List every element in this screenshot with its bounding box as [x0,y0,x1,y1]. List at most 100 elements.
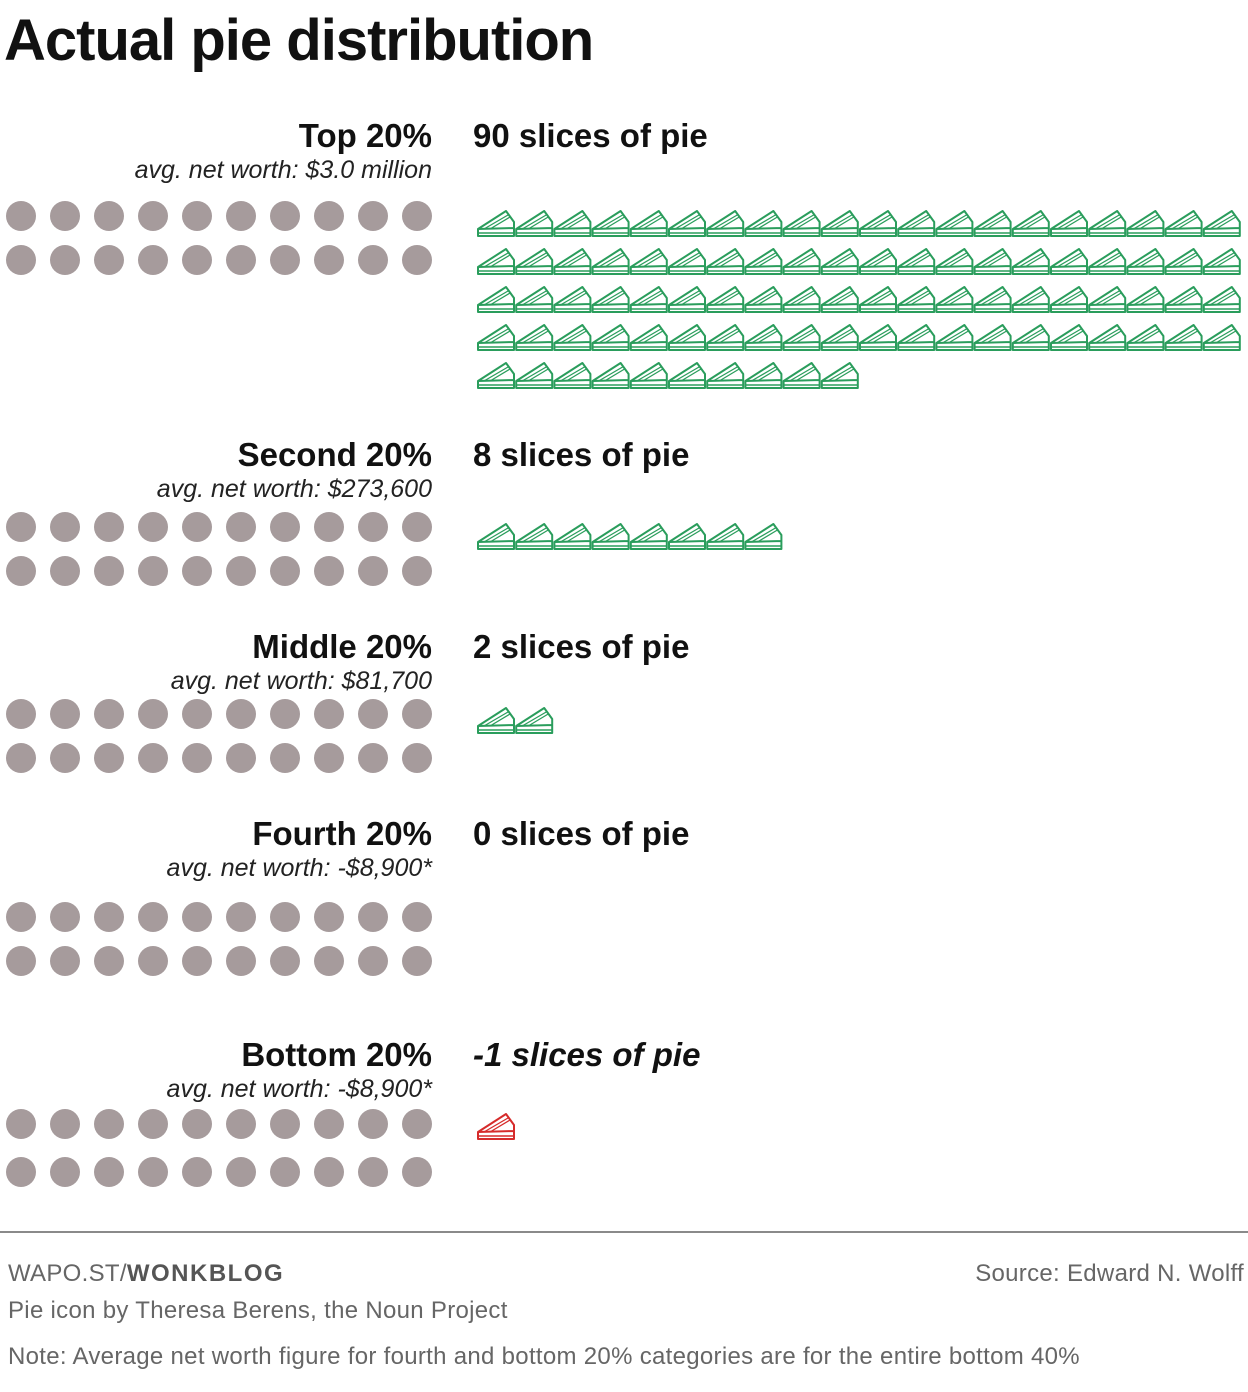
person-dot [226,201,256,231]
pie-slice-icon [477,523,515,550]
pie-slice-icon [782,362,821,389]
pie-slice-icon [591,210,630,237]
pie-slice-grid [477,210,1241,389]
person-dot [50,699,80,729]
person-dot [358,946,388,976]
person-dot [182,946,212,976]
slices-label: 90 slices of pie [473,117,708,154]
pie-slice-icon [553,248,592,275]
person-dot [138,699,168,729]
person-dot [270,699,300,729]
pie-slice-icon [1088,286,1127,313]
person-dot [50,902,80,932]
person-dot [94,556,124,586]
pie-slice-grid [477,1113,515,1140]
pie-slice-icon [668,362,706,389]
slices-label: 8 slices of pie [473,436,690,473]
pie-slice-icon [935,248,974,275]
person-dot [94,245,124,275]
person-dot [270,1109,300,1139]
person-dot [94,699,124,729]
person-dot [94,743,124,773]
person-dot [226,556,256,586]
person-dot [182,512,212,542]
pie-slice-icon [629,362,668,389]
person-dot [138,245,168,275]
group-name: Middle 20% [252,628,432,665]
person-dot [402,902,432,932]
person-dot [138,1109,168,1139]
person-dot [358,699,388,729]
person-dot [94,1109,124,1139]
person-dot [314,699,344,729]
pie-slice-icon [859,248,897,275]
pie-slice-icon [553,210,592,237]
group-label: Top 20% avg. net worth: $3.0 million [135,117,432,185]
person-dot [182,699,212,729]
person-dot [270,946,300,976]
pie-slice-icon [1088,324,1127,351]
person-dot [50,201,80,231]
group-net-worth: avg. net worth: $3.0 million [134,156,432,184]
pie-slices [476,1106,1248,1306]
person-dot [138,512,168,542]
person-dot [6,1109,36,1139]
person-dot [314,1109,344,1139]
person-dot [402,556,432,586]
person-dot [270,556,300,586]
person-dot [138,743,168,773]
person-dot [358,902,388,932]
pie-slice-icon [515,523,554,550]
pie-slice-icon [935,286,974,313]
person-dot [182,743,212,773]
pie-slice-icon [515,248,554,275]
person-dot [226,1157,256,1187]
pie-slice-icon [897,248,936,275]
group-label: Bottom 20% avg. net worth: -$8,900* [167,1036,432,1104]
pie-slice-icon [782,286,821,313]
person-dot [50,1157,80,1187]
person-dot [358,201,388,231]
pie-slice-icon [1050,286,1088,313]
person-dot [6,556,36,586]
pie-slice-icon [744,324,783,351]
footer-source: Source: Edward N. Wolff [975,1260,1244,1287]
pie-slice-icon [706,210,745,237]
person-dot [314,245,344,275]
slices-label: -1 slices of pie [473,1036,701,1073]
person-dot [94,512,124,542]
pie-slice-icon [706,286,745,313]
pie-slice-icon [1164,248,1203,275]
pie-slice-icon [591,324,630,351]
pie-slice-icon [935,324,974,351]
footer-note: Note: Average net worth figure for fourt… [8,1343,1080,1370]
person-dot [6,699,36,729]
pie-slice-icon [820,286,859,313]
person-dot [402,245,432,275]
pie-slice-icon [591,523,630,550]
person-dot [270,512,300,542]
person-dot [358,245,388,275]
person-dot [50,1109,80,1139]
pie-slice-icon [1050,248,1088,275]
pie-slice-icon [1126,324,1165,351]
person-dot [402,743,432,773]
pie-slice-icon [935,210,974,237]
pie-slice-icon [1126,210,1165,237]
pie-slice-icon [1202,210,1241,237]
pie-slice-icon [553,523,592,550]
person-dot [182,1109,212,1139]
group-net-worth: avg. net worth: -$8,900* [166,1075,432,1103]
person-dot [270,201,300,231]
pie-slice-icon [591,248,630,275]
pie-slice-icon [706,362,745,389]
person-dot [226,1109,256,1139]
pie-slice-icon [744,286,783,313]
pie-slice-icon [1088,210,1127,237]
pie-slice-icon [1164,324,1203,351]
person-dot [182,201,212,231]
person-dot [182,1157,212,1187]
pie-slice-icon [1050,210,1088,237]
pie-slice-icon [1011,324,1050,351]
credit-wonkblog: WONKBLOG [126,1260,285,1287]
